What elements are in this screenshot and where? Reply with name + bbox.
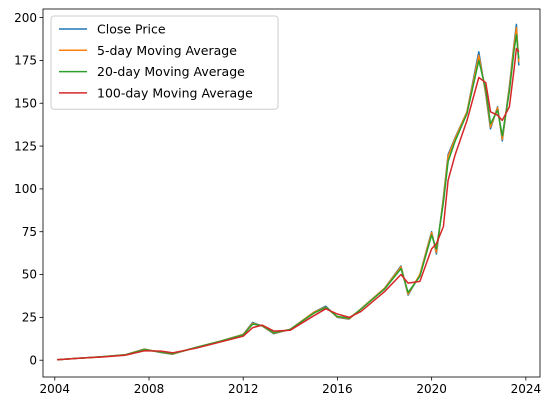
y-tick-label: 175 (14, 54, 37, 68)
y-axis: 0 25 50 75 100 125 150 175 200 (14, 11, 43, 367)
x-axis: 2004 2008 2012 2016 2020 2024 (40, 377, 542, 396)
legend-label: 5-day Moving Average (97, 43, 237, 58)
x-tick-label: 2004 (40, 382, 71, 396)
series-line-4 (57, 47, 520, 361)
y-tick-label: 200 (14, 11, 37, 25)
y-tick-label: 50 (22, 268, 37, 282)
x-tick-label: 2012 (228, 382, 259, 396)
y-tick-label: 150 (14, 96, 37, 110)
legend-label: 20-day Moving Average (97, 64, 245, 79)
y-tick-label: 25 (22, 311, 37, 325)
y-tick-label: 0 (29, 353, 37, 367)
legend: Close Price 5-day Moving Average 20-day Mo… (50, 15, 279, 110)
x-tick-label: 2024 (511, 382, 542, 396)
x-tick-label: 2016 (322, 382, 353, 396)
y-tick-label: 75 (22, 225, 37, 239)
legend-label: 100-day Moving Average (97, 85, 253, 100)
y-tick-label: 125 (14, 139, 37, 153)
x-tick-label: 2020 (416, 382, 447, 396)
x-tick-label: 2008 (134, 382, 165, 396)
series-layer (57, 23, 520, 361)
y-tick-label: 100 (14, 182, 37, 196)
legend-label: Close Price (97, 22, 166, 37)
legend-box (50, 15, 279, 110)
